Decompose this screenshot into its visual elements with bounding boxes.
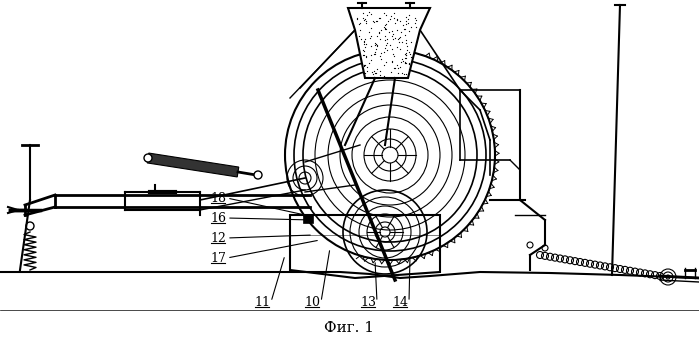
Polygon shape	[348, 8, 430, 78]
Text: 12: 12	[210, 232, 226, 244]
Bar	[303, 215, 313, 223]
Polygon shape	[290, 215, 440, 278]
Text: 11: 11	[254, 295, 270, 309]
Circle shape	[254, 171, 262, 179]
Text: 10: 10	[304, 295, 320, 309]
Text: 17: 17	[210, 251, 226, 265]
Text: 18: 18	[210, 192, 226, 204]
Text: 16: 16	[210, 212, 226, 224]
Circle shape	[144, 154, 152, 162]
Polygon shape	[147, 153, 239, 177]
Text: Фиг. 1: Фиг. 1	[324, 321, 375, 335]
Text: 13: 13	[360, 295, 376, 309]
Polygon shape	[0, 272, 699, 310]
Text: 14: 14	[392, 295, 408, 309]
